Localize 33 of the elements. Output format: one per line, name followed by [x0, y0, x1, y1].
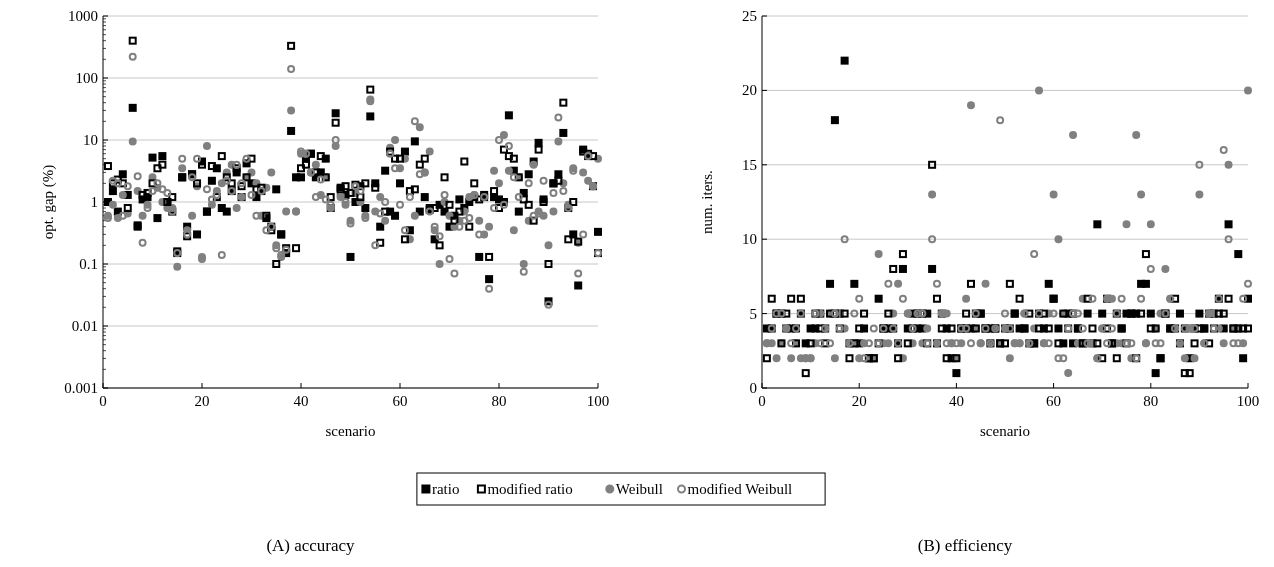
x-tick-label: 80 — [1143, 393, 1159, 409]
x-axis-title: scenario — [325, 423, 376, 439]
legend-label: ratio — [431, 481, 460, 497]
text: (B) efficiency — [917, 536, 1013, 555]
text: (A) accuracy — [266, 536, 356, 555]
x-tick-label: 60 — [1046, 393, 1062, 409]
y-axis-title: num. iters. — [699, 170, 715, 234]
x-tick-label: 100 — [586, 393, 610, 409]
x-tick-label: 40 — [948, 393, 964, 409]
x-tick-label: 100 — [1236, 393, 1260, 409]
legend-label: modified Weibull — [687, 481, 793, 497]
y-tick-label: 5 — [749, 305, 757, 322]
y-tick-label: 20 — [742, 82, 757, 99]
y-tick-label: 1000 — [68, 8, 98, 24]
legend-label: modified ratio — [487, 481, 573, 497]
y-tick-label: 0.01 — [71, 318, 98, 334]
y-tick-label: 100 — [75, 70, 98, 86]
x-tick-label: 20 — [194, 393, 210, 409]
y-tick-label: 10 — [83, 132, 98, 148]
y-tick-label: 15 — [742, 156, 757, 173]
y-tick-label: 10 — [742, 231, 757, 248]
y-tick-label: 1 — [90, 194, 98, 210]
x-tick-label: 80 — [491, 393, 507, 409]
x-axis-title: scenario — [980, 423, 1030, 439]
x-tick-label: 60 — [392, 393, 408, 409]
x-tick-label: 40 — [293, 393, 309, 409]
x-tick-label: 20 — [851, 393, 867, 409]
y-tick-label: 25 — [742, 8, 757, 24]
y-axis-title: opt. gap (%) — [40, 164, 57, 240]
legend-label: Weibull — [615, 481, 663, 497]
y-tick-label: 0.001 — [64, 380, 98, 396]
y-tick-label: 0 — [749, 380, 757, 396]
y-tick-label: 0.1 — [79, 256, 98, 272]
